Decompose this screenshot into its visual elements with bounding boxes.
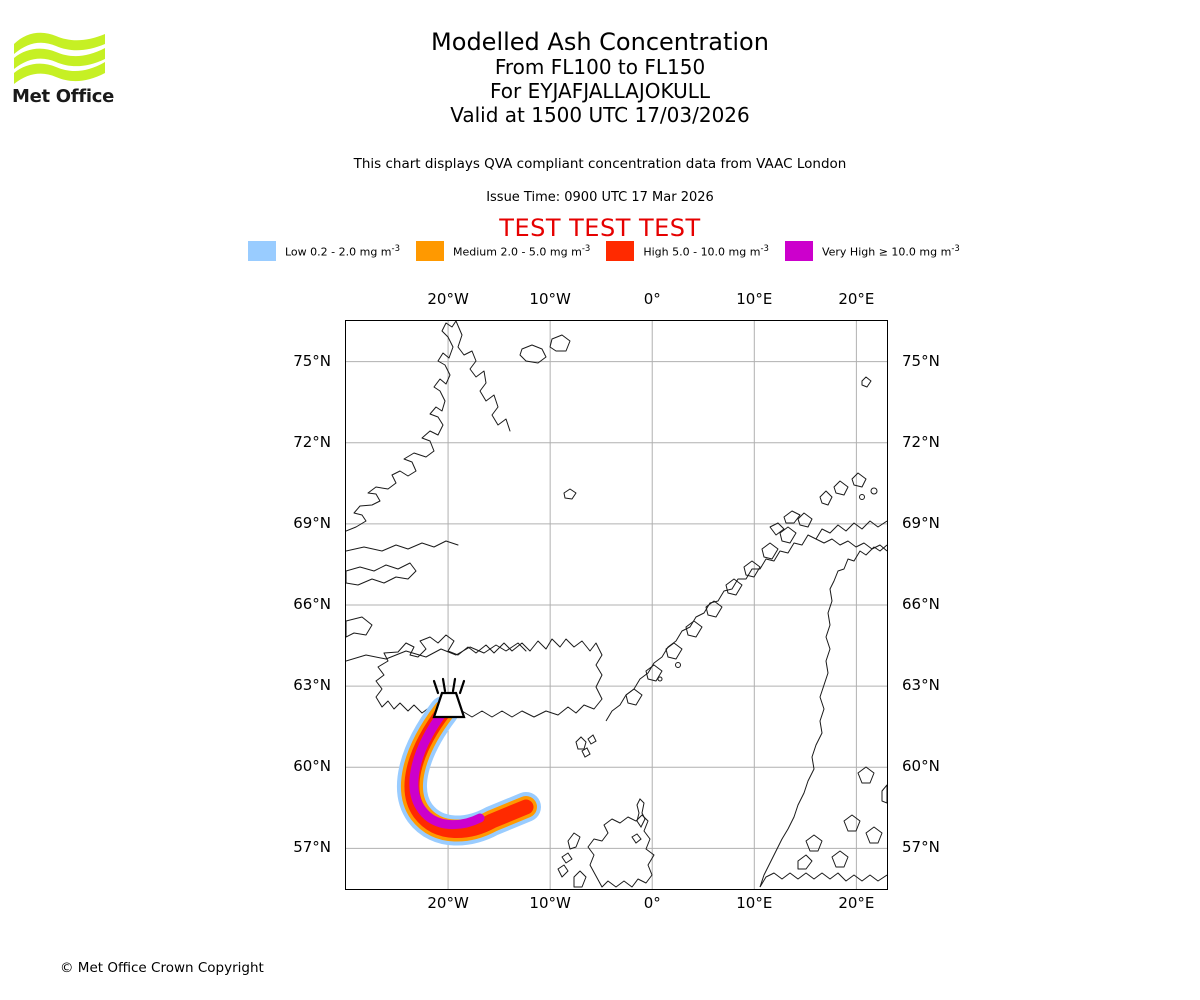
iceland-coastline xyxy=(375,634,603,718)
axis-tick-label: 20°W xyxy=(427,290,469,308)
coastlines xyxy=(346,321,577,662)
axis-tick-label: 10°W xyxy=(529,894,571,912)
axis-tick-label: 69°N xyxy=(902,513,940,532)
ash-plume xyxy=(397,696,541,846)
chart-note: This chart displays QVA compliant concen… xyxy=(353,156,847,172)
legend-item-high: High 5.0 - 10.0 mg m-3 xyxy=(606,241,769,261)
flight-level-range: From FL100 to FL150 xyxy=(494,55,706,80)
axis-tick-label: 60°N xyxy=(902,757,940,776)
axis-tick-label: 66°N xyxy=(293,595,331,613)
legend-label-low: Low 0.2 - 2.0 mg m-3 xyxy=(285,243,400,259)
axis-tick-label: 0° xyxy=(643,290,661,308)
axis-tick-label: 20°E xyxy=(838,290,875,308)
axis-tick-label: 75°N xyxy=(293,351,331,370)
ash-concentration-map[interactable]: 20°W 10°W 0° 10°E 20°E 20°W 10°W 0° 10°E 20°E 57… xyxy=(293,290,940,912)
axis-tick-label: 72°N xyxy=(902,432,940,451)
met-office-logo-mark xyxy=(14,32,105,84)
axis-tick-label: 0° xyxy=(643,894,661,912)
issue-time: Issue Time: 0900 UTC 17 Mar 2026 xyxy=(486,190,714,205)
axis-tick-label: 63°N xyxy=(902,676,940,695)
valid-time: Valid at 1500 UTC 17/03/2026 xyxy=(450,102,750,127)
volcano-source-icon xyxy=(432,677,466,719)
axis-tick-label: 20°W xyxy=(427,894,469,912)
map-plot-frame xyxy=(345,320,888,890)
met-office-logo: Met Office xyxy=(12,28,132,107)
legend-item-low: Low 0.2 - 2.0 mg m-3 xyxy=(248,241,400,261)
axis-tick-label: 60°N xyxy=(293,757,331,776)
axis-tick-label: 75°N xyxy=(902,351,940,370)
legend-swatch-low xyxy=(248,241,276,261)
shetland-orkney xyxy=(631,798,646,844)
axis-tick-label: 10°W xyxy=(529,290,571,308)
axis-tick-label: 63°N xyxy=(293,676,331,695)
legend-swatch-high xyxy=(606,241,635,261)
test-banner: TEST TEST TEST xyxy=(499,214,701,242)
norway-coastline xyxy=(605,376,887,888)
copyright-notice: © Met Office Crown Copyright xyxy=(60,960,264,976)
met-office-logo-text: Met Office xyxy=(12,86,115,107)
axis-tick-label: 72°N xyxy=(293,432,331,451)
map-canvas xyxy=(346,321,887,889)
legend-swatch-medium xyxy=(416,241,444,261)
axis-tick-label: 69°N xyxy=(293,513,331,532)
axis-tick-label: 20°E xyxy=(838,894,875,912)
axis-tick-label: 57°N xyxy=(293,838,331,857)
legend-label-very-high: Very High ≥ 10.0 mg m-3 xyxy=(821,243,960,259)
axis-tick-label: 57°N xyxy=(902,838,940,857)
faroe-islands xyxy=(575,734,597,758)
axis-tick-label: 10°E xyxy=(736,290,773,308)
scotland-coastline xyxy=(557,814,655,888)
chart-title-block: Modelled Ash Concentration From FL100 to… xyxy=(0,28,1200,127)
page-title: Modelled Ash Concentration xyxy=(431,28,769,56)
legend-label-high: High 5.0 - 10.0 mg m-3 xyxy=(643,243,769,259)
axis-tick-label: 66°N xyxy=(902,595,940,613)
map-gridlines xyxy=(346,321,887,889)
legend-item-medium: Medium 2.0 - 5.0 mg m-3 xyxy=(416,241,590,261)
volcano-name: For EYJAFJALLAJOKULL xyxy=(490,78,710,103)
legend-item-very-high: Very High ≥ 10.0 mg m-3 xyxy=(784,241,960,261)
axis-tick-label: 10°E xyxy=(736,894,773,912)
legend-label-medium: Medium 2.0 - 5.0 mg m-3 xyxy=(453,243,591,259)
legend-swatch-very-high xyxy=(784,241,813,261)
concentration-legend: Low 0.2 - 2.0 mg m-3 Medium 2.0 - 5.0 mg… xyxy=(248,240,992,262)
plume-band-very-high xyxy=(409,706,485,830)
